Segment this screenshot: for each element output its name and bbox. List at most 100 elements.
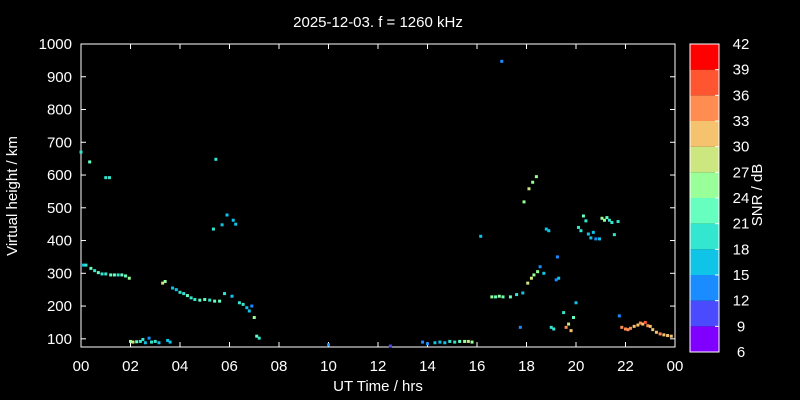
data-point (658, 332, 662, 336)
data-point (178, 290, 182, 294)
data-point (255, 334, 259, 338)
data-point (651, 328, 655, 332)
chart-title: 2025-12-03. f = 1260 kHz (293, 14, 463, 31)
colorbar-label: SNR / dB (749, 164, 766, 227)
colorbar-tick-label: 30 (733, 139, 750, 156)
data-points (79, 59, 673, 348)
data-point (421, 340, 425, 344)
data-point (203, 298, 207, 302)
x-tick-label: 20 (568, 358, 585, 375)
data-point (620, 325, 624, 329)
data-point (521, 291, 525, 295)
data-point (497, 294, 501, 298)
colorbar-tick-label: 39 (733, 62, 750, 79)
data-point (189, 296, 193, 300)
data-point (79, 150, 83, 154)
colorbar-tick-label: 18 (733, 241, 750, 258)
y-tick-label: 400 (47, 233, 72, 250)
data-point (569, 329, 573, 333)
data-point (638, 321, 642, 325)
data-point (208, 298, 212, 302)
data-point (104, 272, 108, 276)
data-point (127, 276, 131, 280)
data-point (600, 216, 604, 220)
y-tick-label: 1000 (39, 36, 72, 53)
colorbar-tick-label: 24 (733, 190, 750, 207)
y-tick-label: 700 (47, 134, 72, 151)
data-point (567, 322, 571, 326)
x-tick-label: 08 (271, 358, 288, 375)
data-point (247, 309, 251, 313)
colorbar-tick-label: 6 (737, 344, 745, 361)
data-point (641, 322, 645, 326)
x-tick-label: 06 (221, 358, 238, 375)
data-point (168, 340, 172, 344)
data-point (602, 218, 606, 222)
data-point (547, 229, 551, 233)
data-point (574, 301, 578, 305)
y-tick-label: 600 (47, 167, 72, 184)
data-point (581, 214, 585, 218)
colorbar-bin (690, 300, 719, 327)
data-point (610, 221, 614, 225)
data-point (93, 269, 97, 273)
data-point (648, 324, 652, 328)
data-point (448, 339, 452, 343)
data-point (586, 232, 590, 236)
data-point (153, 339, 157, 343)
data-point (143, 341, 147, 345)
data-point (250, 304, 254, 308)
data-point (626, 328, 630, 332)
y-axis-ticks: 100 200 300 400 500 600 700 800 900 1000 (39, 36, 675, 348)
data-point (198, 298, 202, 302)
y-tick-label: 500 (47, 200, 72, 217)
data-point (579, 229, 583, 233)
colorbar-bin (690, 121, 719, 147)
colorbar-bin (690, 326, 719, 352)
data-point (458, 339, 462, 343)
data-point (617, 314, 621, 318)
data-point (501, 295, 505, 299)
data-point (598, 237, 602, 241)
data-point (223, 292, 227, 296)
data-point (237, 301, 241, 305)
y-tick-label: 900 (47, 69, 72, 86)
data-point (526, 281, 530, 285)
x-tick-label: 00 (73, 358, 90, 375)
data-point (213, 299, 217, 303)
data-point (589, 236, 593, 240)
colorbar-bin (690, 198, 719, 224)
data-point (163, 279, 167, 283)
data-point (218, 299, 222, 303)
data-point (584, 219, 588, 223)
data-point (231, 218, 235, 222)
colorbar-bin (690, 44, 719, 70)
colorbar-tick-label: 33 (733, 113, 750, 130)
data-point (518, 325, 522, 329)
data-point (624, 327, 627, 331)
data-point (150, 340, 154, 344)
x-axis-label: UT Time / hrs (333, 378, 423, 395)
data-point (89, 266, 93, 270)
data-point (666, 334, 670, 338)
data-point (388, 344, 392, 348)
data-point (327, 343, 330, 347)
data-point (552, 327, 556, 331)
data-point (100, 272, 104, 276)
data-point (193, 298, 197, 302)
colorbar-tick-label: 12 (733, 293, 750, 310)
data-point (479, 234, 483, 238)
data-point (234, 222, 238, 226)
data-point (490, 295, 494, 299)
data-point (182, 292, 186, 296)
data-point (636, 323, 640, 327)
data-point (96, 271, 100, 275)
data-point (241, 302, 245, 306)
data-point (463, 339, 467, 343)
data-point (81, 263, 85, 267)
data-point (594, 237, 598, 241)
y-tick-label: 800 (47, 102, 72, 119)
x-tick-label: 02 (122, 358, 139, 375)
data-point (532, 273, 536, 277)
